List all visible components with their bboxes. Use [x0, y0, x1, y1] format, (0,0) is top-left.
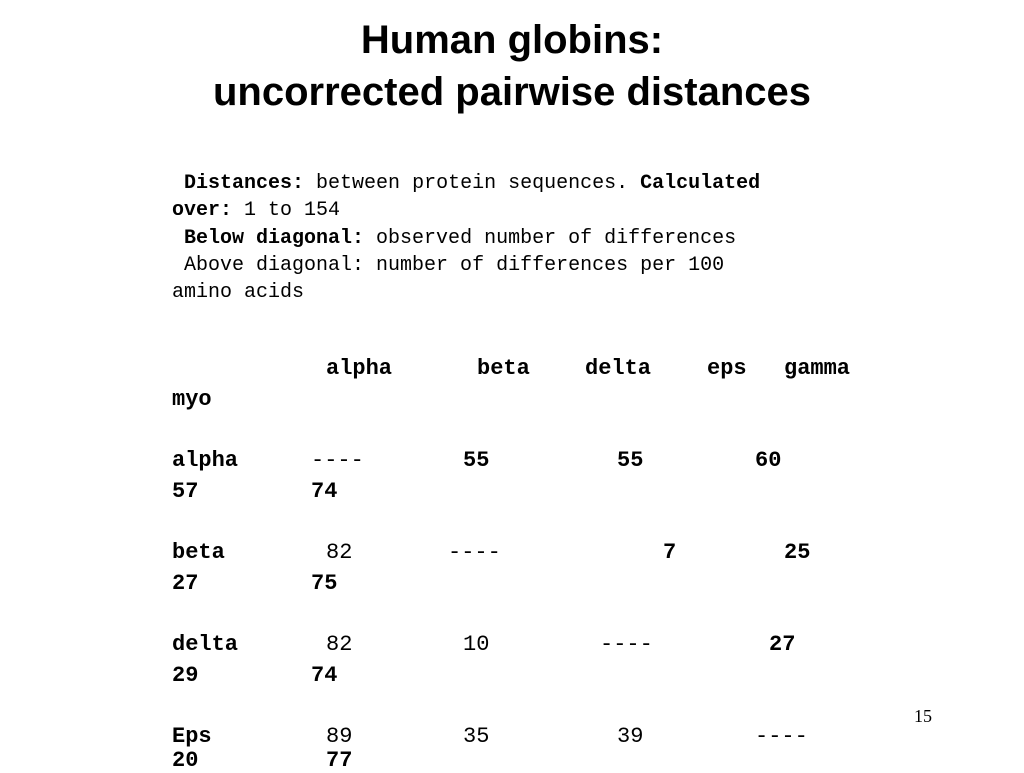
table-cell: 10: [463, 632, 490, 657]
table-cell: 89: [326, 724, 353, 749]
table-cell: 82: [326, 632, 353, 657]
over-text: 1 to 154: [232, 199, 341, 222]
column-header-eps: eps: [707, 356, 747, 381]
description-line-3: Below diagonal: observed number of diffe…: [172, 225, 736, 252]
table-cell: 74: [311, 663, 338, 688]
distances-text: between protein sequences.: [304, 172, 641, 195]
below-diagonal-text: observed number of differences: [364, 227, 737, 250]
distances-label: Distances:: [184, 172, 305, 195]
row-label-beta: beta: [172, 540, 225, 565]
above-diagonal-text-cont: amino acids: [172, 281, 305, 304]
table-cell: 74: [311, 479, 338, 504]
slide-title: Human globins: uncorrected pairwise dist…: [0, 14, 1024, 118]
column-header-delta: delta: [585, 356, 652, 381]
table-cell: 25: [784, 540, 811, 565]
description-line-1: Distances: between protein sequences. Ca…: [172, 170, 760, 197]
title-line-1: Human globins:: [360, 18, 664, 62]
table-cell: 29: [172, 663, 199, 688]
table-cell: ----: [448, 540, 501, 565]
table-cell: ----: [311, 448, 364, 473]
description-line-4: Above diagonal: number of differences pe…: [172, 252, 724, 279]
table-cell: ----: [755, 724, 808, 749]
table-cell: 55: [463, 448, 490, 473]
table-cell: 35: [463, 724, 490, 749]
table-cell: 27: [769, 632, 796, 657]
table-cell: 39: [617, 724, 644, 749]
table-cell: 82: [326, 540, 353, 565]
description-line-5: amino acids: [172, 279, 304, 306]
table-cell: 57: [172, 479, 199, 504]
below-diagonal-label: Below diagonal:: [184, 227, 365, 250]
above-diagonal-text: Above diagonal: number of differences pe…: [184, 254, 725, 277]
column-header-alpha: alpha: [326, 356, 393, 381]
column-header-myo: myo: [172, 387, 212, 412]
table-cell: 77: [326, 748, 353, 773]
page-number: 15: [914, 706, 932, 726]
description-line-2: over: 1 to 154: [172, 197, 340, 224]
table-cell: 7: [663, 540, 677, 565]
table-cell: 75: [311, 571, 338, 596]
row-label-eps: Eps: [172, 724, 212, 749]
over-label: over:: [172, 199, 233, 222]
table-cell: 55: [617, 448, 644, 473]
row-label-alpha: alpha: [172, 448, 239, 473]
table-cell: 20: [172, 748, 199, 773]
table-cell: ----: [600, 632, 653, 657]
column-header-gamma: gamma: [784, 356, 851, 381]
title-line-2: uncorrected pairwise distances: [212, 70, 811, 114]
table-cell: 27: [172, 571, 199, 596]
row-label-delta: delta: [172, 632, 239, 657]
column-header-beta: beta: [477, 356, 530, 381]
table-cell: 60: [755, 448, 782, 473]
calculated-label: Calculated: [640, 172, 761, 195]
